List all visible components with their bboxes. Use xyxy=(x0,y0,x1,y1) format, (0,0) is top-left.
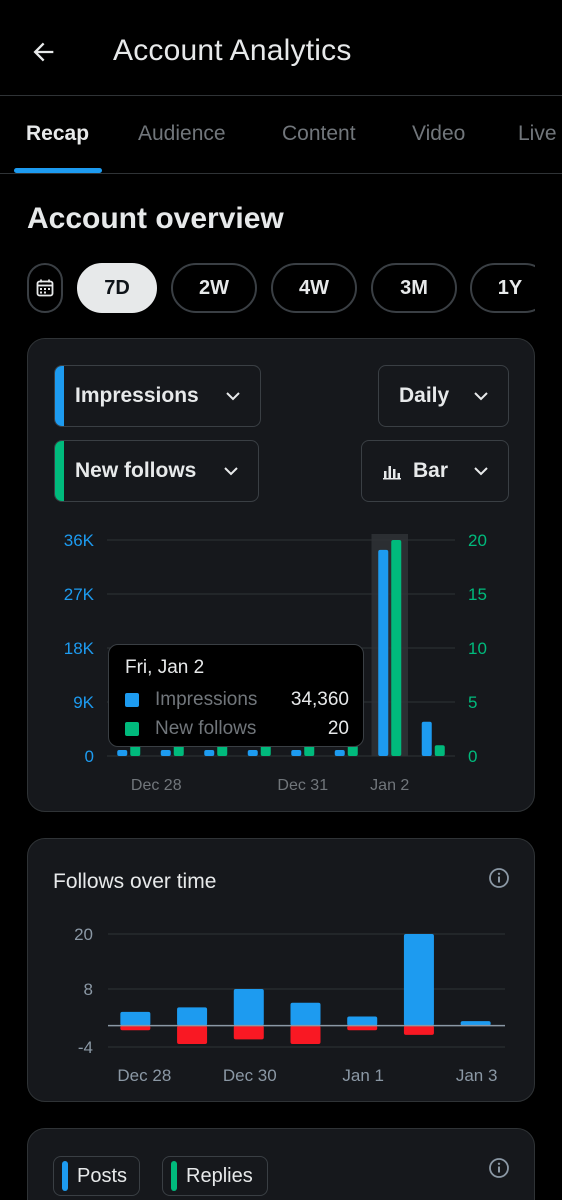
new-follows-bar xyxy=(347,745,358,756)
tooltip-row-follows: New follows 20 xyxy=(125,717,349,741)
arrow-left-icon xyxy=(33,42,54,62)
y-right-tick-label: 20 xyxy=(468,531,487,550)
x-tick-label: Jan 2 xyxy=(370,777,409,794)
tab-recap[interactable]: Recap xyxy=(26,122,90,145)
metric1-label: Impressions xyxy=(75,384,199,407)
y-left-tick-label: 27K xyxy=(64,585,95,604)
follows-card-title: Follows over time xyxy=(53,870,217,893)
tooltip-row-impressions: Impressions 34,360 xyxy=(125,688,349,712)
tooltip-value: 34,360 xyxy=(290,689,349,710)
metric1-dropdown[interactable]: Impressions xyxy=(54,365,261,427)
chevron-down-icon xyxy=(472,387,490,405)
impressions-bar xyxy=(160,750,171,756)
new-follows-bar xyxy=(434,745,445,756)
range-4w[interactable]: 4W xyxy=(271,263,357,313)
highlight-column xyxy=(371,534,409,756)
calendar-icon xyxy=(36,279,54,297)
impressions-bar xyxy=(247,750,258,756)
legend-replies-label: Replies xyxy=(186,1164,253,1187)
range-7d[interactable]: 7D xyxy=(77,263,157,313)
metric2-dropdown[interactable]: New follows xyxy=(54,440,259,502)
range-3m[interactable]: 3M xyxy=(371,263,457,313)
tooltip-name: New follows xyxy=(155,718,257,739)
chart-type-dropdown[interactable]: Bar xyxy=(361,440,509,502)
y-left-tick-label: 9K xyxy=(73,693,94,712)
y-right-tick-label: 5 xyxy=(468,693,477,712)
new-follows-bar xyxy=(391,540,402,756)
legend-posts-label: Posts xyxy=(77,1164,128,1187)
impressions-bar xyxy=(334,750,345,756)
interval-dropdown[interactable]: Daily xyxy=(378,365,509,427)
posts-card: Posts Replies xyxy=(27,1128,535,1200)
info-icon[interactable] xyxy=(488,1157,510,1184)
chevron-down-icon xyxy=(224,387,242,405)
bar-chart-icon xyxy=(382,461,402,481)
page-title: Account Analytics xyxy=(113,34,352,67)
metric2-color xyxy=(55,441,64,501)
info-icon[interactable] xyxy=(488,867,510,894)
x-tick-label: Dec 28 xyxy=(131,777,182,794)
chart-type-label: Bar xyxy=(413,459,449,482)
legend-replies[interactable]: Replies xyxy=(162,1156,268,1196)
y-right-tick-label: 10 xyxy=(468,639,487,658)
tooltip-value: 20 xyxy=(327,718,349,739)
y-left-tick-label: 18K xyxy=(64,639,95,658)
app-header: Account Analytics xyxy=(0,0,562,96)
tooltip-date: Fri, Jan 2 xyxy=(125,657,205,678)
x-tick-label: Dec 31 xyxy=(277,777,328,794)
tab-live[interactable]: Live xyxy=(518,122,557,145)
y-right-tick-label: 0 xyxy=(468,747,477,766)
new-follows-bar xyxy=(304,745,315,756)
chevron-down-icon xyxy=(472,462,490,480)
tooltip-name: Impressions xyxy=(155,689,258,710)
new-follows-bar xyxy=(260,745,271,756)
interval-label: Daily xyxy=(399,384,450,407)
active-tab-indicator xyxy=(14,168,102,173)
metric1-color xyxy=(55,366,64,426)
impressions-bar xyxy=(291,750,302,756)
impressions-bar xyxy=(204,750,215,756)
impressions-bar xyxy=(378,549,389,756)
follows-swatch xyxy=(125,722,139,736)
impressions-swatch xyxy=(125,693,139,707)
follows-card: Follows over time xyxy=(27,838,535,1102)
date-range-selector: 7D 2W 4W 3M 1Y xyxy=(27,263,535,315)
posts-swatch xyxy=(62,1161,68,1191)
y-left-tick-label: 0 xyxy=(85,747,94,766)
tab-video[interactable]: Video xyxy=(412,122,466,145)
back-button[interactable] xyxy=(22,30,66,74)
replies-swatch xyxy=(171,1161,177,1191)
calendar-button[interactable] xyxy=(27,263,63,313)
range-2w[interactable]: 2W xyxy=(171,263,257,313)
impressions-bar xyxy=(117,750,128,756)
y-right-tick-label: 15 xyxy=(468,585,487,604)
impressions-bar xyxy=(421,721,432,756)
range-1y[interactable]: 1Y xyxy=(470,263,535,313)
legend-posts[interactable]: Posts xyxy=(53,1156,140,1196)
new-follows-bar xyxy=(217,745,228,756)
chart-tooltip: Fri, Jan 2 Impressions 34,360 New follow… xyxy=(108,644,364,747)
new-follows-bar xyxy=(173,745,184,756)
metric2-label: New follows xyxy=(75,459,197,482)
tab-audience[interactable]: Audience xyxy=(138,122,226,145)
tab-content[interactable]: Content xyxy=(282,122,356,145)
tab-bar: Recap Audience Content Video Live xyxy=(0,96,562,174)
chevron-down-icon xyxy=(222,462,240,480)
section-title: Account overview xyxy=(27,202,284,235)
y-left-tick-label: 36K xyxy=(64,531,95,550)
new-follows-bar xyxy=(130,745,141,756)
